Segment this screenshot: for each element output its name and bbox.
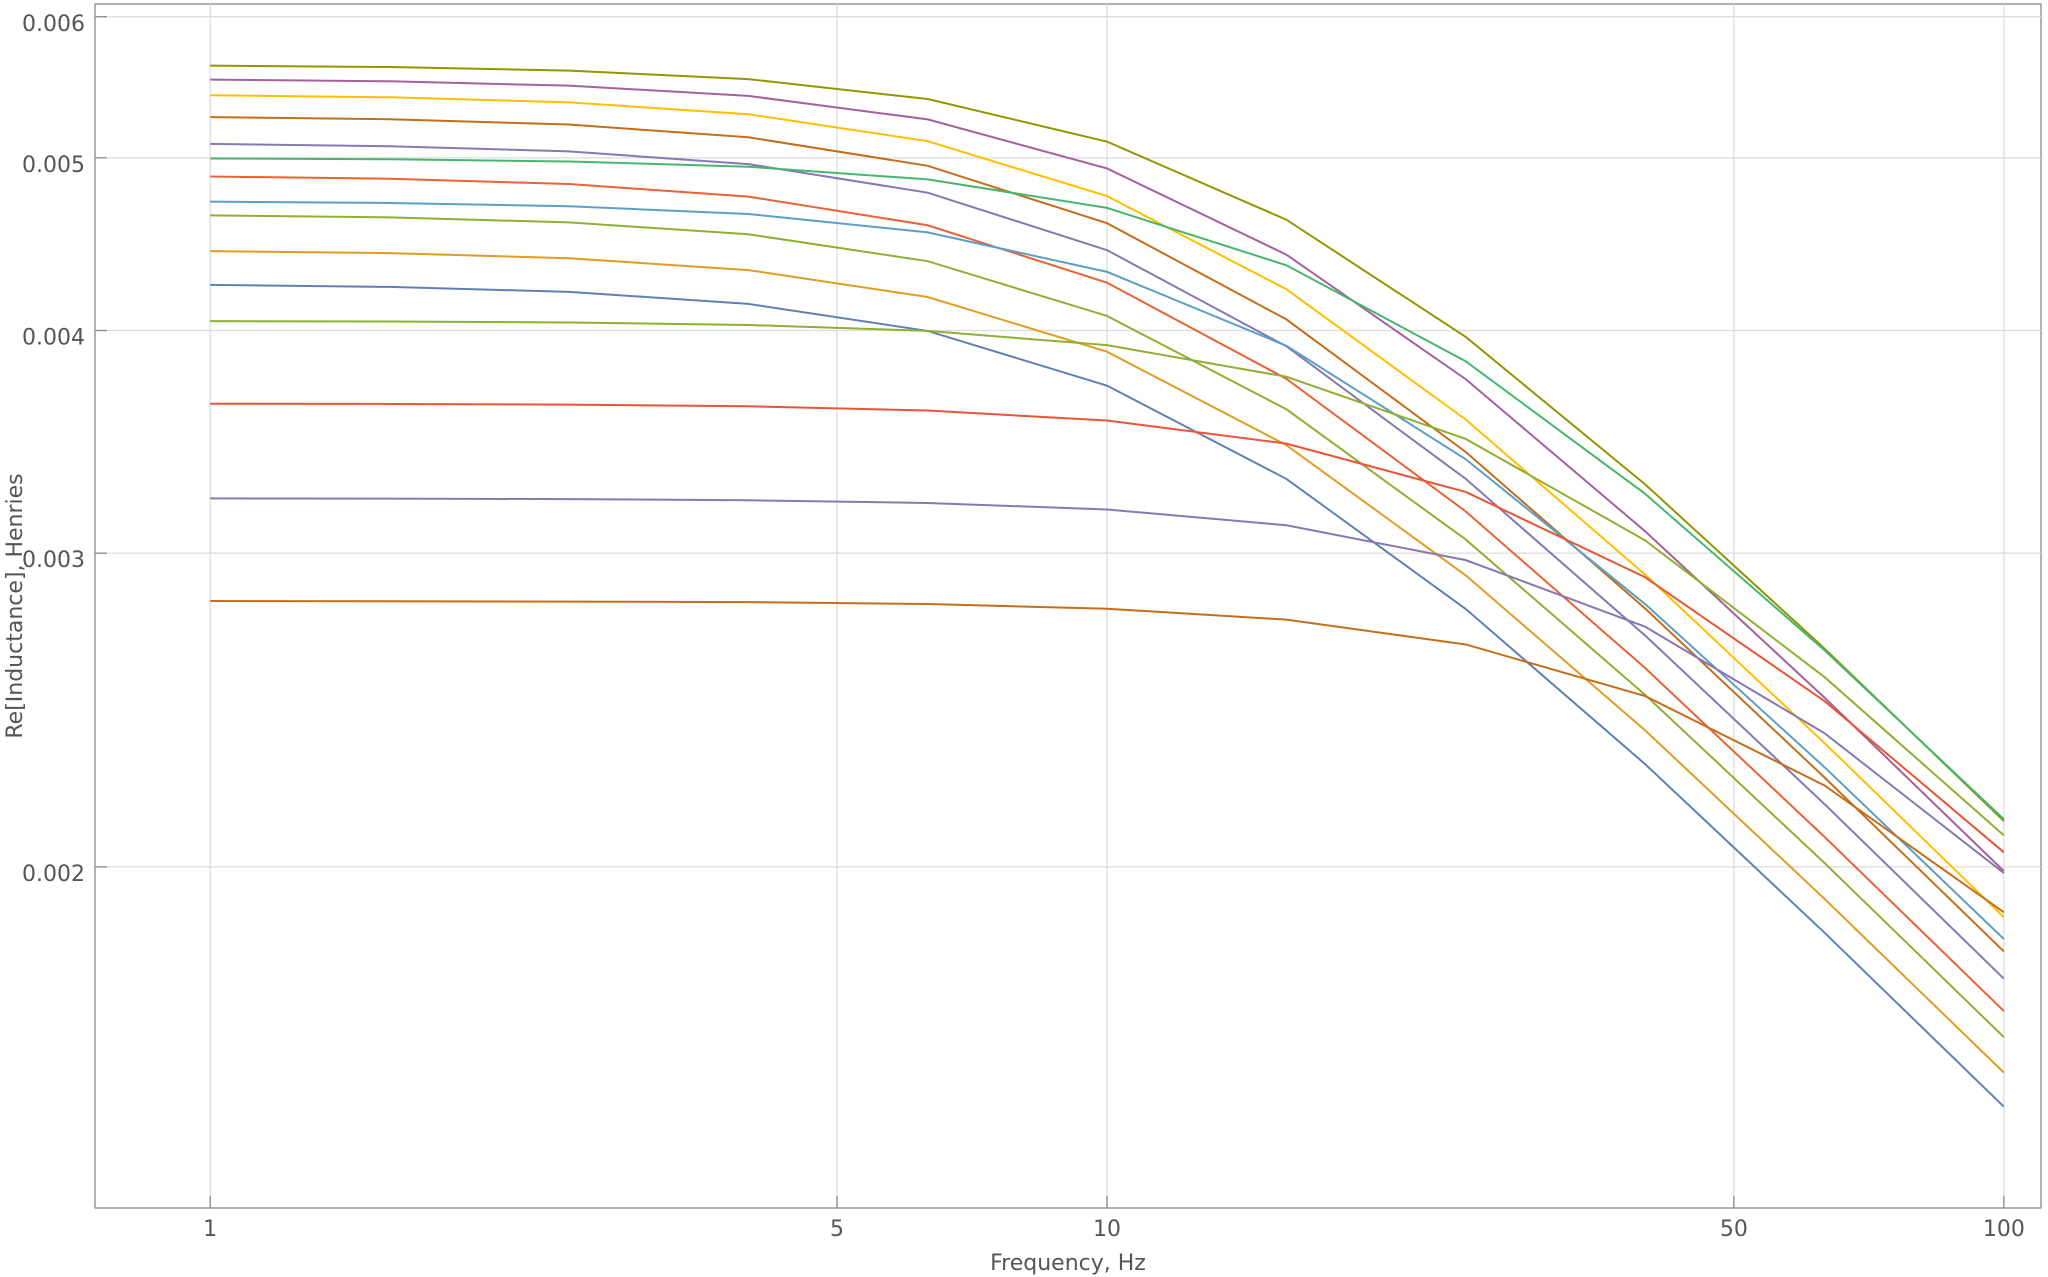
plot-frame <box>94 3 2042 1209</box>
x-tick-label: 50 <box>1720 1217 1748 1242</box>
series-line <box>210 214 2005 1038</box>
x-tick-label: 5 <box>830 1217 844 1242</box>
series-line <box>210 64 2005 822</box>
series-line <box>210 320 2005 837</box>
series-line <box>210 283 2005 1108</box>
x-tick-label: 100 <box>1983 1217 2025 1242</box>
y-tick-label: 0.005 <box>22 153 85 178</box>
series-line <box>210 250 2005 1074</box>
series-line <box>210 94 2005 918</box>
series-line <box>210 600 2005 914</box>
series-line <box>210 116 2005 953</box>
x-axis-label: Frequency, Hz <box>990 1251 1146 1276</box>
series-line <box>210 402 2005 854</box>
series-line <box>210 142 2005 980</box>
y-axis-label: Re[Inductance], Henries <box>3 473 28 738</box>
series-line <box>210 175 2005 1012</box>
x-tick-label: 10 <box>1093 1217 1121 1242</box>
y-tick-label: 0.004 <box>22 326 85 351</box>
y-tick-label: 0.006 <box>22 12 85 37</box>
x-tick-label: 1 <box>203 1217 217 1242</box>
y-tick-label: 0.002 <box>22 862 85 887</box>
series-line <box>210 157 2005 820</box>
series-line <box>210 200 2005 940</box>
series-line <box>210 497 2005 874</box>
y-tick-label: 0.003 <box>22 548 85 573</box>
